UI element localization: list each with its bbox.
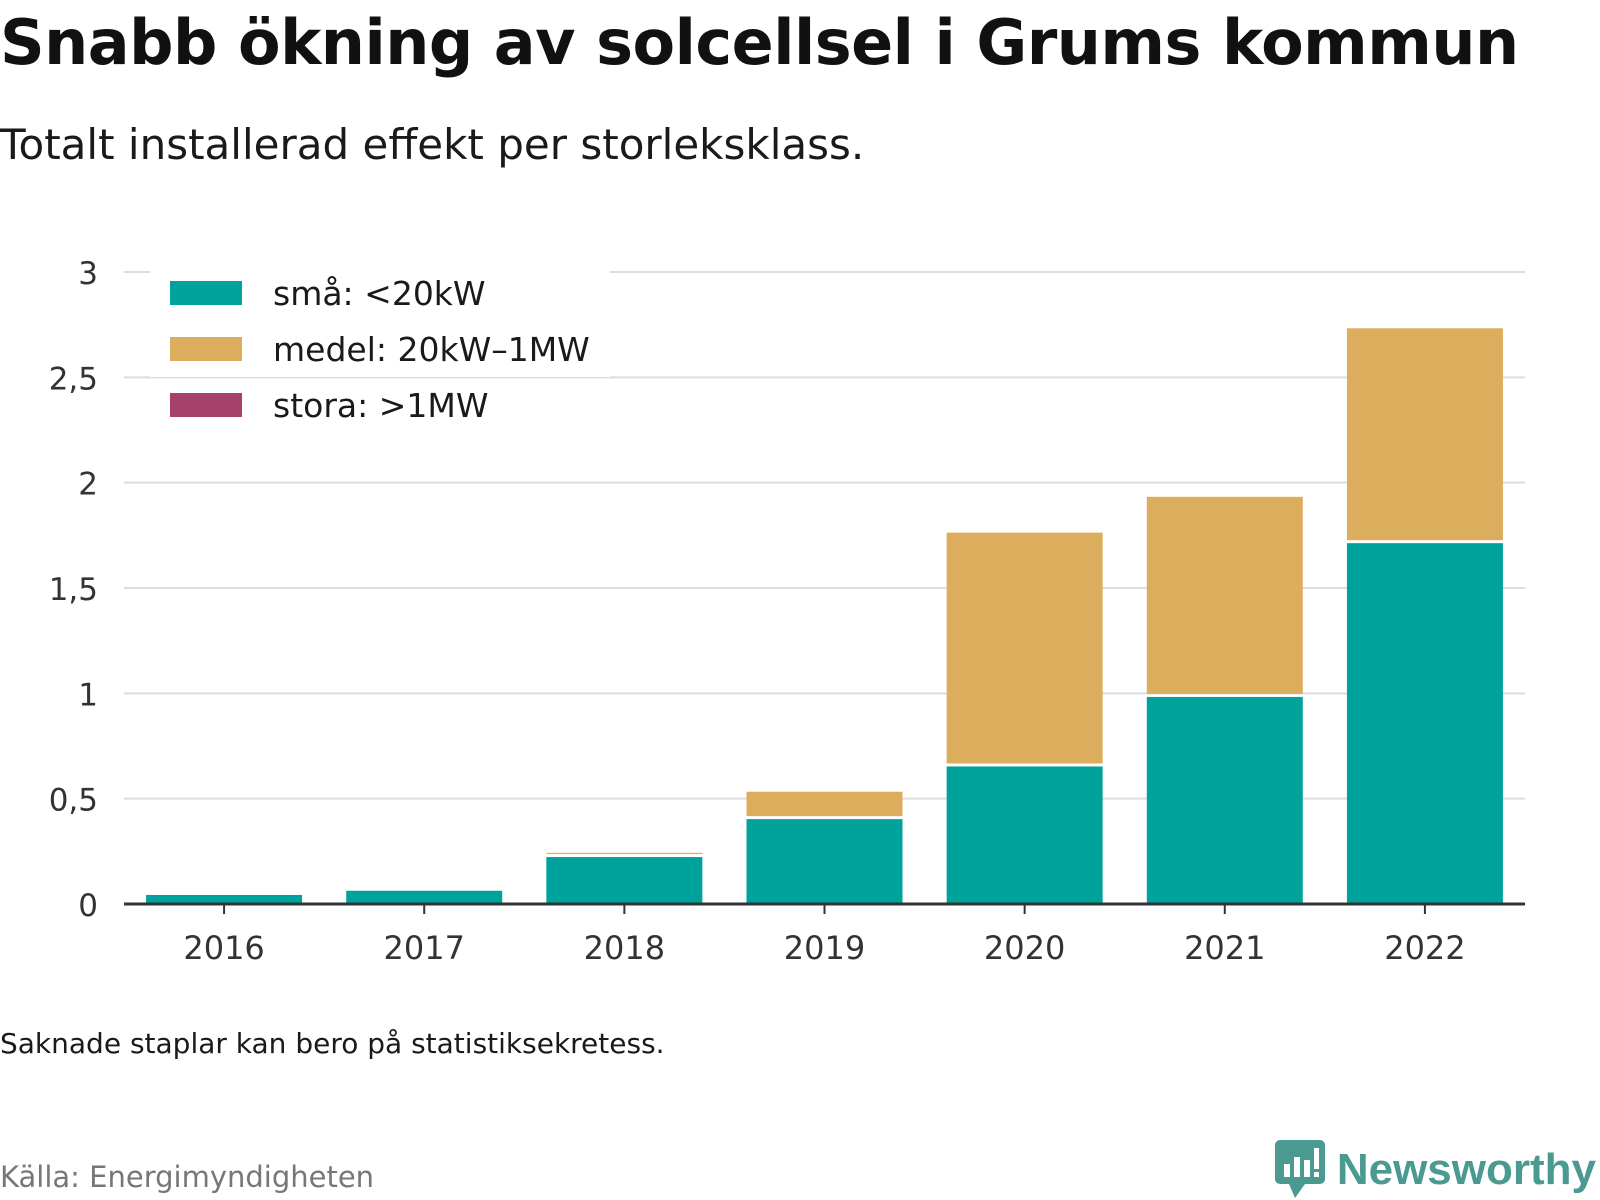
bar-segment — [1346, 543, 1503, 904]
y-tick-label: 2,5 — [49, 361, 98, 397]
x-tick-label: 2017 — [383, 929, 464, 967]
x-tick-label: 2018 — [584, 929, 665, 967]
bar-segment — [1146, 496, 1303, 694]
x-tick-label: 2019 — [784, 929, 865, 967]
y-tick-label: 0 — [78, 888, 98, 924]
stacked-bar-chart: 0 0,5 1 1,5 2 2,5 3 2016 2017 2018 2019 2020 2021 202… — [49, 256, 1525, 967]
legend-label: stora: >1MW — [273, 386, 488, 425]
bar-segment — [146, 894, 303, 904]
bar-segment — [1146, 696, 1303, 904]
bar-segment — [546, 852, 703, 855]
y-tick-label: 1 — [78, 677, 98, 713]
newsworthy-logo-icon — [1274, 1140, 1325, 1198]
chart-footnote: Saknade staplar kan bero på statistiksek… — [0, 1027, 665, 1060]
source-credit: Källa: Energimyndigheten — [0, 1160, 375, 1194]
bar-segment — [746, 791, 903, 817]
x-tick-label: 2021 — [1184, 929, 1265, 967]
y-tick-label: 1,5 — [49, 572, 98, 608]
y-tick-label: 3 — [78, 256, 98, 292]
x-tick-label: 2022 — [1384, 929, 1465, 967]
bar-segment — [746, 819, 903, 904]
legend-label: små: <20kW — [273, 274, 486, 313]
y-tick-label: 0,5 — [49, 783, 98, 819]
bar-segment — [946, 532, 1103, 764]
chart-title: Snabb ökning av solcellsel i Grums kommu… — [0, 6, 1519, 79]
x-tick-label: 2020 — [984, 929, 1065, 967]
brand-name: Newsworthy — [1336, 1145, 1596, 1194]
chart-subtitle: Totalt installerad effekt per storlekskl… — [0, 120, 865, 169]
bar-segment — [546, 857, 703, 904]
bar-segment — [1346, 328, 1503, 541]
bar-segment — [346, 890, 503, 904]
x-tick-label: 2016 — [183, 929, 264, 967]
bar-segment — [946, 766, 1103, 904]
legend-swatch — [170, 337, 242, 361]
legend-swatch — [170, 393, 242, 417]
y-tick-label: 2 — [78, 467, 98, 503]
legend-swatch — [170, 281, 242, 305]
legend-label: medel: 20kW–1MW — [273, 330, 590, 369]
brand-logo: Newsworthy — [1274, 1140, 1596, 1200]
